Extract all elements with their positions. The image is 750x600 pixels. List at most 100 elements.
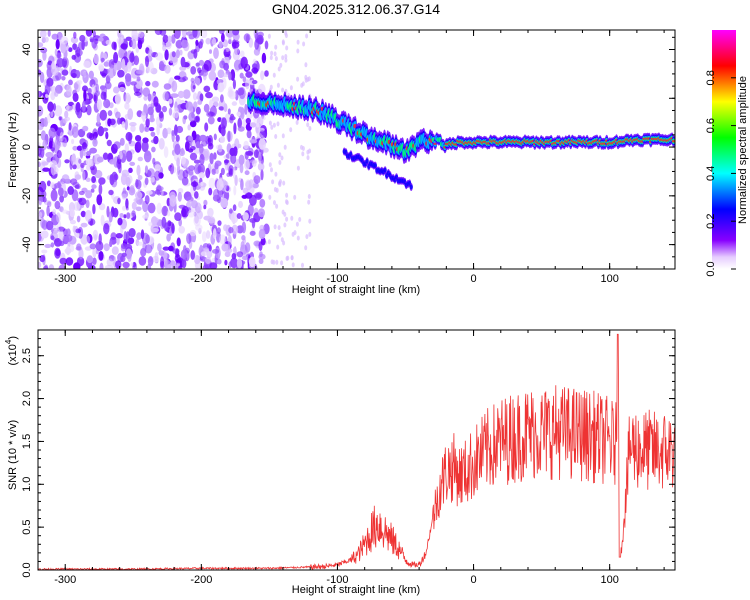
- noise-blob: [76, 145, 83, 151]
- noise-blob: [136, 232, 142, 240]
- noise-blob: [257, 31, 264, 38]
- noise-blob: [278, 160, 282, 165]
- noise-blob: [92, 229, 99, 241]
- spectrogram-x-axis-label: Height of straight line (km): [292, 284, 420, 296]
- noise-blob: [71, 126, 79, 138]
- noise-blob: [240, 178, 244, 191]
- snr-y-ticks: 0.0 0.5 1.0 1.5 2.0 2.5: [21, 338, 675, 578]
- noise-blob: [193, 159, 201, 164]
- noise-blob: [58, 240, 65, 247]
- noise-blob: [114, 93, 121, 105]
- noise-blob: [201, 231, 207, 243]
- noise-blob: [137, 138, 142, 150]
- y-tick-label: 1.5: [21, 434, 33, 449]
- noise-blob: [228, 91, 237, 100]
- noise-blob: [56, 52, 62, 59]
- noise-blob: [91, 176, 96, 183]
- colorbar-bar: [712, 30, 736, 269]
- noise-blob: [273, 51, 277, 57]
- noise-blob: [41, 249, 48, 254]
- noise-blob: [61, 174, 70, 182]
- noise-blob: [220, 197, 229, 209]
- noise-blob: [209, 49, 212, 54]
- noise-blob: [81, 142, 88, 150]
- noise-blob: [164, 260, 172, 269]
- noise-blob: [291, 231, 295, 237]
- noise-blob: [82, 170, 86, 181]
- noise-blob: [197, 99, 203, 105]
- noise-blob: [216, 79, 220, 84]
- noise-blob: [140, 229, 145, 240]
- noise-blob: [136, 76, 141, 82]
- noise-blob: [112, 207, 119, 218]
- noise-blob: [136, 199, 145, 205]
- spectrogram-frame: [37, 29, 676, 270]
- noise-blob: [195, 39, 199, 47]
- noise-blob: [145, 80, 151, 87]
- noise-blob: [162, 105, 167, 113]
- noise-blob: [227, 248, 233, 253]
- noise-blob: [109, 240, 113, 248]
- noise-blob: [224, 159, 230, 164]
- noise-blob: [282, 180, 286, 186]
- noise-blob: [148, 221, 153, 227]
- noise-blob: [242, 250, 249, 261]
- noise-blob: [85, 30, 93, 37]
- noise-blob: [121, 193, 127, 200]
- noise-blob: [305, 234, 309, 240]
- noise-blob: [169, 194, 177, 207]
- noise-blob: [118, 86, 126, 92]
- noise-blob: [124, 102, 130, 110]
- ridge-mark: [383, 167, 387, 173]
- noise-blob: [100, 57, 105, 63]
- noise-blob: [175, 258, 182, 264]
- noise-blob: [179, 148, 186, 157]
- noise-blob: [127, 108, 134, 120]
- snr-frame: [37, 329, 676, 571]
- noise-blob: [200, 69, 209, 77]
- noise-blob: [128, 167, 133, 173]
- colorbar: 0.0 0.2 0.4 0.6 0.8 Normalized spectral ampl…: [705, 30, 749, 277]
- noise-blob: [281, 133, 285, 139]
- noise-blob: [81, 39, 85, 51]
- noise-blob: [255, 193, 262, 201]
- noise-blob: [223, 103, 228, 113]
- noise-blob: [258, 208, 265, 218]
- noise-blob: [48, 140, 53, 149]
- noise-blob: [273, 224, 277, 230]
- noise-blob: [194, 214, 199, 224]
- noise-blob: [154, 164, 161, 172]
- noise-blob: [117, 217, 123, 226]
- noise-blob: [161, 205, 169, 217]
- noise-blob: [96, 194, 103, 206]
- noise-blob: [151, 146, 156, 153]
- noise-blob: [195, 224, 203, 231]
- noise-blob: [52, 209, 57, 216]
- noise-blob: [60, 36, 69, 45]
- noise-blob: [135, 179, 142, 190]
- noise-blob: [232, 204, 237, 212]
- noise-blob: [274, 44, 278, 50]
- noise-blob: [269, 55, 273, 61]
- noise-blob: [302, 41, 306, 47]
- noise-blob: [96, 112, 101, 125]
- noise-blob: [119, 150, 123, 160]
- noise-blob: [261, 52, 267, 64]
- noise-blob: [133, 55, 140, 66]
- noise-blob: [121, 121, 126, 128]
- ridge-mark: [373, 163, 377, 169]
- noise-blob: [245, 117, 251, 125]
- noise-blob: [74, 174, 82, 180]
- noise-blob: [223, 39, 228, 48]
- noise-blob: [54, 105, 63, 117]
- noise-blob: [239, 163, 244, 174]
- noise-blob: [64, 110, 69, 119]
- noise-blob: [168, 245, 174, 252]
- noise-blob: [148, 127, 155, 132]
- noise-blob: [141, 110, 147, 116]
- noise-blob: [69, 209, 76, 218]
- noise-blob: [252, 182, 259, 189]
- noise-blob: [73, 31, 77, 39]
- noise-blob: [176, 157, 180, 168]
- noise-blob: [125, 131, 133, 142]
